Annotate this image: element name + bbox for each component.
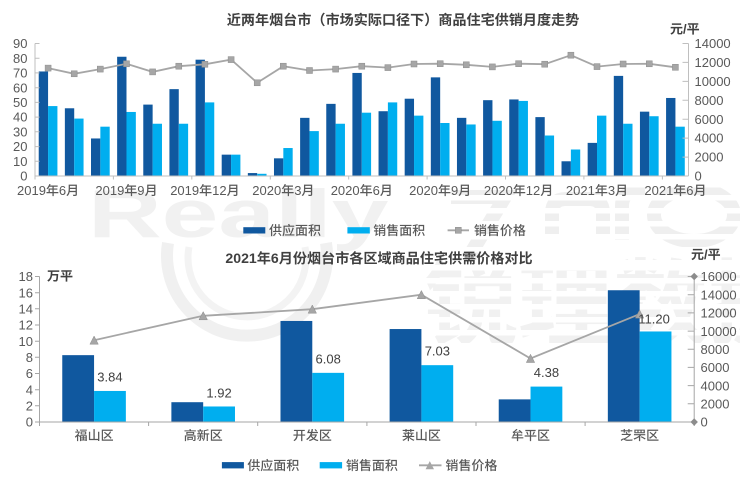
svg-text:8000: 8000 xyxy=(701,342,730,357)
svg-text:6: 6 xyxy=(26,366,33,381)
svg-text:60: 60 xyxy=(13,80,27,95)
svg-text:2019: 2019 xyxy=(170,183,199,198)
svg-text:12: 12 xyxy=(526,183,540,198)
svg-text:14: 14 xyxy=(19,301,33,316)
svg-text:2021: 2021 xyxy=(644,183,673,198)
svg-text:10000: 10000 xyxy=(695,74,731,89)
svg-text:6000: 6000 xyxy=(695,112,724,127)
svg-text:/: / xyxy=(683,22,687,37)
svg-text:10: 10 xyxy=(13,154,27,169)
svg-text:2000: 2000 xyxy=(701,397,730,412)
svg-text:20: 20 xyxy=(13,139,27,154)
svg-text:4000: 4000 xyxy=(701,378,730,393)
svg-text:14000: 14000 xyxy=(695,36,731,51)
svg-text:7.03: 7.03 xyxy=(425,344,450,359)
svg-text:2: 2 xyxy=(26,398,33,413)
svg-text:2021: 2021 xyxy=(225,250,257,266)
svg-text:30: 30 xyxy=(13,124,27,139)
svg-text:16000: 16000 xyxy=(701,269,737,284)
svg-text:14000: 14000 xyxy=(701,287,737,302)
svg-text:12000: 12000 xyxy=(701,306,737,321)
svg-text:10000: 10000 xyxy=(701,324,737,339)
svg-text:40: 40 xyxy=(13,110,27,125)
svg-text:4: 4 xyxy=(26,382,33,397)
svg-text:12000: 12000 xyxy=(695,55,731,70)
svg-text:0: 0 xyxy=(701,415,708,430)
svg-text:18: 18 xyxy=(19,269,33,284)
svg-text:6.08: 6.08 xyxy=(316,352,341,367)
svg-text:10: 10 xyxy=(19,334,33,349)
svg-text:8: 8 xyxy=(26,350,33,365)
svg-text:8000: 8000 xyxy=(695,93,724,108)
svg-text:2020: 2020 xyxy=(252,183,281,198)
svg-text:0: 0 xyxy=(26,415,33,430)
svg-text:6: 6 xyxy=(59,183,66,198)
svg-text:2020: 2020 xyxy=(484,183,513,198)
svg-text:3: 3 xyxy=(294,183,301,198)
svg-text:11.20: 11.20 xyxy=(638,311,670,326)
svg-text:6000: 6000 xyxy=(701,360,730,375)
svg-text:3: 3 xyxy=(608,183,615,198)
svg-text:2020: 2020 xyxy=(331,183,360,198)
svg-text:9: 9 xyxy=(451,183,458,198)
svg-text:Really: Really xyxy=(88,177,388,252)
svg-text:0: 0 xyxy=(695,169,702,184)
svg-text:6: 6 xyxy=(686,183,693,198)
svg-text:12: 12 xyxy=(19,318,33,333)
svg-text:3.84: 3.84 xyxy=(97,369,122,384)
svg-text:12: 12 xyxy=(212,183,226,198)
svg-text:80: 80 xyxy=(13,51,27,66)
svg-text:70: 70 xyxy=(13,66,27,81)
svg-text:1.92: 1.92 xyxy=(206,385,231,400)
svg-text:50: 50 xyxy=(13,95,27,110)
svg-text:9: 9 xyxy=(137,183,144,198)
svg-text:6: 6 xyxy=(373,183,380,198)
svg-text:90: 90 xyxy=(13,36,27,51)
svg-text:2020: 2020 xyxy=(409,183,438,198)
svg-text:4000: 4000 xyxy=(695,131,724,146)
svg-text:16: 16 xyxy=(19,285,33,300)
svg-text:0: 0 xyxy=(20,169,27,184)
svg-text:2019: 2019 xyxy=(95,183,124,198)
svg-text:2021: 2021 xyxy=(566,183,595,198)
svg-text:2019: 2019 xyxy=(17,183,46,198)
svg-text:2000: 2000 xyxy=(695,150,724,165)
svg-text:6: 6 xyxy=(271,250,279,266)
svg-text:4.38: 4.38 xyxy=(534,365,559,380)
svg-text:/: / xyxy=(704,247,708,262)
